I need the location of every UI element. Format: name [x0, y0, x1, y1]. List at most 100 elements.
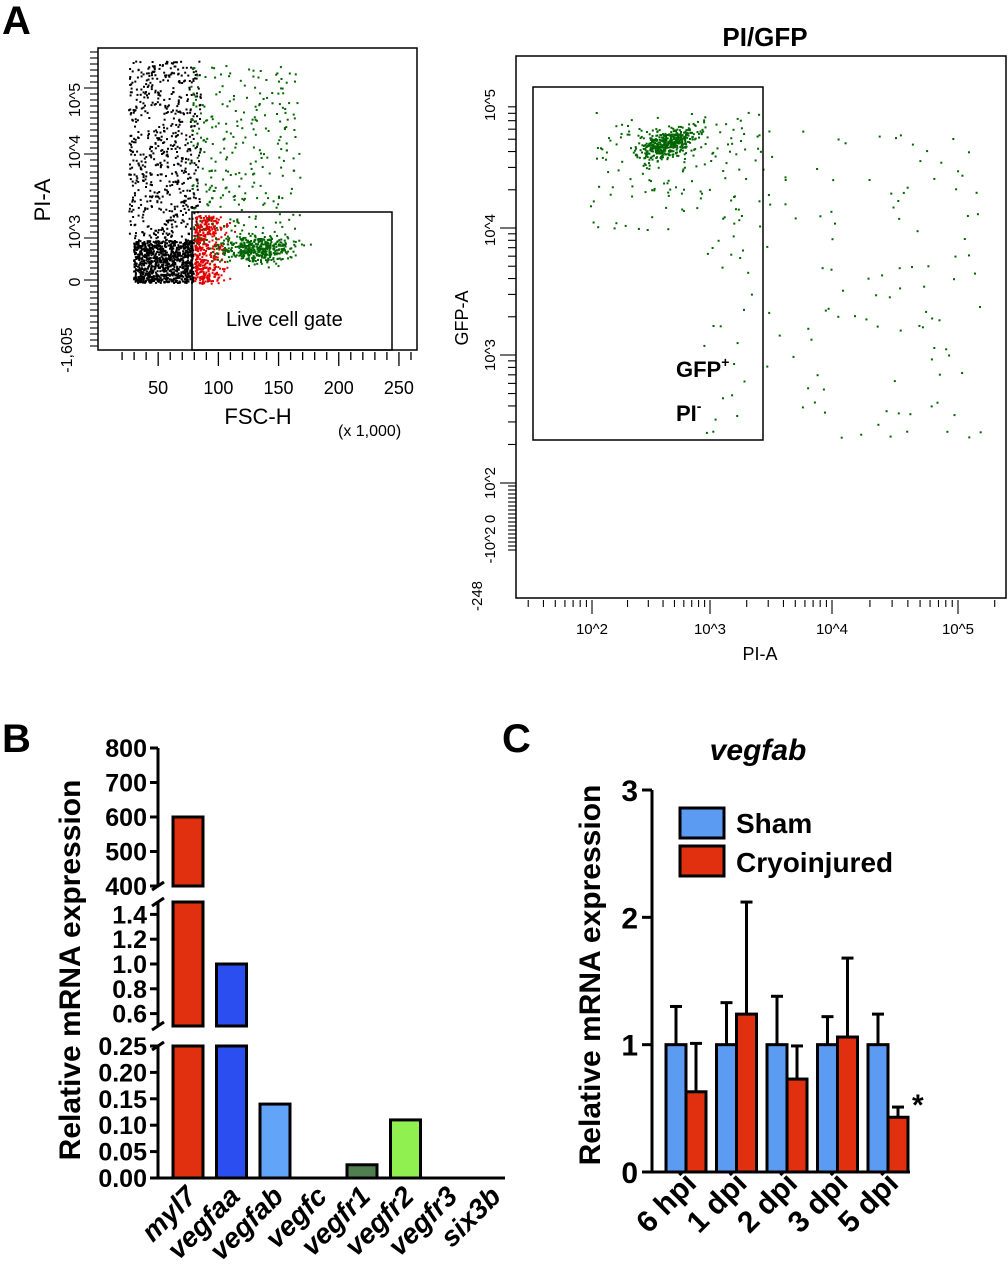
data-point	[143, 232, 146, 235]
data-point	[154, 91, 157, 94]
data-point	[662, 148, 665, 151]
data-point	[226, 105, 229, 108]
data-point	[271, 92, 274, 94]
data-point	[153, 260, 156, 263]
data-point	[163, 126, 165, 129]
data-point	[205, 259, 208, 262]
data-point	[157, 266, 160, 269]
data-point	[968, 151, 970, 154]
data-point	[203, 282, 206, 285]
data-point	[251, 246, 254, 249]
data-point	[655, 146, 658, 149]
data-point	[211, 197, 214, 200]
data-point	[169, 240, 172, 242]
data-point	[135, 88, 138, 91]
data-point	[646, 229, 649, 231]
data-point	[166, 62, 169, 65]
data-point	[638, 128, 641, 130]
data-point	[171, 251, 174, 253]
data-point	[254, 160, 257, 163]
data-point	[146, 86, 149, 88]
data-point	[210, 184, 213, 187]
data-point	[216, 271, 218, 274]
data-point	[267, 244, 270, 247]
data-point	[151, 61, 154, 63]
data-point	[182, 80, 185, 83]
data-point	[601, 156, 604, 159]
data-point	[737, 208, 740, 211]
data-point	[247, 245, 250, 248]
data-point	[196, 92, 198, 95]
data-point	[151, 77, 154, 80]
data-point	[171, 172, 174, 175]
data-point	[605, 151, 608, 154]
data-point	[592, 221, 595, 224]
data-point	[172, 132, 175, 135]
data-point	[670, 138, 673, 141]
data-point	[195, 105, 198, 108]
bar	[684, 1090, 708, 1174]
data-point	[129, 113, 132, 116]
data-point	[173, 268, 176, 271]
data-point	[252, 146, 255, 149]
data-point	[189, 176, 192, 179]
data-point	[176, 259, 179, 261]
data-point	[280, 248, 283, 251]
data-point	[187, 262, 190, 264]
ytick-label: -248	[469, 581, 486, 611]
data-point	[250, 244, 253, 247]
data-point	[185, 66, 188, 69]
data-point	[156, 131, 159, 134]
data-point	[201, 104, 204, 107]
data-point	[667, 194, 670, 197]
data-point	[149, 81, 152, 84]
data-point	[240, 243, 243, 246]
data-point	[685, 152, 688, 155]
data-point	[183, 201, 186, 204]
significance-marker: *	[912, 1089, 924, 1122]
data-point	[170, 219, 172, 222]
data-point	[174, 213, 177, 216]
data-point	[182, 267, 185, 270]
data-point	[275, 206, 278, 209]
data-point	[654, 142, 657, 144]
data-point	[153, 255, 156, 258]
data-point	[727, 143, 729, 146]
data-point	[192, 137, 195, 140]
data-point	[199, 108, 202, 111]
data-point	[171, 247, 174, 250]
data-point	[651, 129, 654, 132]
data-point	[175, 241, 178, 244]
data-point	[204, 215, 207, 218]
data-point	[206, 119, 209, 122]
data-point	[677, 142, 680, 145]
data-point	[196, 74, 199, 77]
data-point	[167, 221, 170, 224]
data-point	[292, 250, 295, 253]
data-point	[162, 266, 164, 269]
data-point	[259, 254, 262, 257]
data-point	[205, 254, 208, 257]
data-point	[185, 138, 188, 141]
chart-title: vegfab	[710, 734, 807, 767]
data-point	[215, 245, 218, 247]
data-point	[253, 259, 256, 262]
data-point	[172, 91, 175, 94]
data-point	[834, 222, 836, 225]
data-point	[240, 209, 243, 212]
data-point	[163, 254, 166, 257]
data-point	[840, 436, 843, 439]
data-point	[189, 269, 192, 272]
data-point	[675, 136, 678, 139]
data-point	[143, 256, 146, 258]
data-point	[186, 205, 189, 208]
data-point	[246, 257, 249, 260]
data-point	[175, 134, 178, 137]
data-point	[262, 98, 265, 100]
data-point	[167, 244, 170, 247]
data-point	[697, 132, 700, 135]
data-point	[131, 118, 134, 121]
data-point	[178, 276, 181, 279]
data-point	[251, 185, 254, 188]
data-point	[239, 254, 242, 257]
